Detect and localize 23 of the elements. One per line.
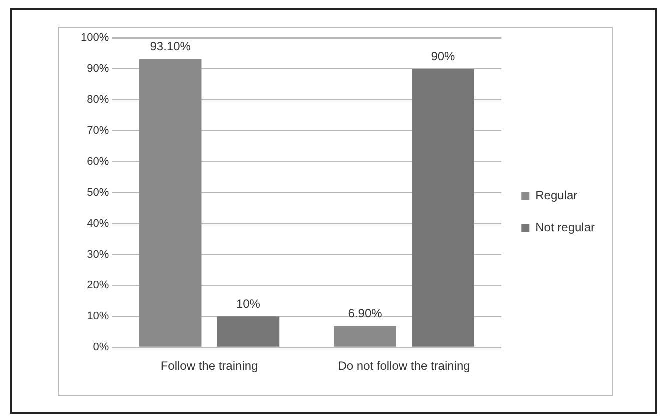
legend-label: Regular [536,188,578,202]
data-label: 6.90% [348,306,383,321]
y-tick-label: 30% [87,248,110,261]
bar [334,326,396,347]
data-label: 93.10% [150,40,192,54]
data-label: 10% [236,296,261,311]
y-tick-label: 40% [87,218,110,230]
y-tick-label: 80% [87,94,110,106]
y-tick-label: 0% [93,342,110,354]
bar [139,59,202,347]
y-tick-label: 50% [87,186,110,199]
bar [217,316,280,347]
bar [412,68,474,347]
y-tick-label: 90% [87,62,110,75]
x-tick-label: Follow the training [160,359,258,374]
y-tick-label: 100% [80,32,110,44]
y-tick-label: 20% [87,280,110,292]
y-tick-label: 60% [87,156,110,168]
y-tick-label: 10% [87,310,110,323]
y-tick-label: 70% [87,124,110,137]
data-label: 90% [431,49,456,64]
x-tick-label: Do not follow the training [338,359,470,374]
legend-label: Not regular [536,220,596,234]
